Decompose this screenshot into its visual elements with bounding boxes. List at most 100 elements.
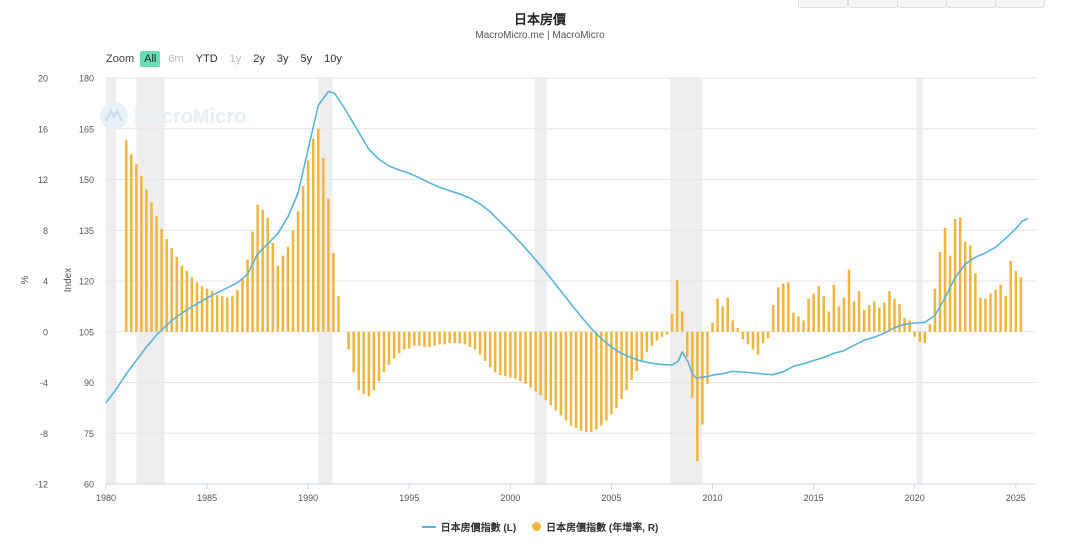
- yoy-bar: [625, 331, 628, 391]
- yoy-bar: [655, 331, 659, 341]
- legend-item-bars[interactable]: 日本房價指數 (年增率, R): [532, 519, 658, 534]
- left-axis-tick-label: -8: [40, 429, 48, 439]
- yoy-bar: [595, 331, 598, 430]
- yoy-bar: [215, 294, 219, 332]
- zoom-ytd-button[interactable]: YTD: [195, 53, 218, 65]
- yoy-bar: [509, 331, 512, 378]
- yoy-bar: [721, 306, 724, 332]
- yoy-bar: [630, 331, 633, 380]
- yoy-bar: [979, 297, 982, 332]
- yoy-bar: [488, 331, 492, 368]
- legend-bar-swatch: [532, 522, 542, 531]
- yoy-bar: [362, 331, 366, 394]
- yoy-bar: [498, 331, 502, 375]
- yoy-bar: [306, 160, 310, 332]
- zoom-all-button[interactable]: All: [140, 51, 161, 67]
- yoy-bar: [584, 331, 588, 432]
- yoy-bar: [311, 138, 315, 332]
- right-axis-tick-label: 120: [79, 277, 94, 287]
- yoy-bar: [686, 331, 689, 358]
- zoom-3y-button[interactable]: 3y: [276, 53, 289, 65]
- yoy-bar: [908, 320, 911, 332]
- yoy-bar: [468, 331, 472, 347]
- legend-line-label: 日本房價指數 (L): [440, 523, 517, 534]
- zoom-6m-button[interactable]: 6m: [168, 53, 184, 65]
- toolbar-button[interactable]: [798, 0, 848, 8]
- yoy-bar: [933, 288, 937, 332]
- watermark: MacroMicro: [100, 102, 246, 130]
- left-axis-tick-label: 12: [38, 175, 48, 185]
- legend-item-line[interactable]: 日本房價指數 (L): [421, 519, 517, 534]
- yoy-bar: [221, 296, 224, 332]
- yoy-bar: [615, 331, 618, 408]
- zoom-2y-button[interactable]: 2y: [253, 53, 265, 65]
- yoy-bar: [529, 331, 532, 388]
- yoy-bar: [989, 293, 992, 332]
- yoy-bar: [382, 331, 386, 373]
- yoy-bar: [691, 331, 694, 398]
- yoy-bar: [574, 331, 578, 429]
- chart-subtitle: MacroMicro.me | MacroMicro: [475, 30, 605, 41]
- x-axis-tick-label: 1980: [96, 493, 116, 503]
- yoy-bar: [124, 140, 128, 332]
- yoy-bar: [883, 302, 886, 332]
- yoy-bar: [458, 331, 462, 344]
- right-axis-tick-label: 165: [79, 124, 94, 134]
- yoy-bar: [140, 175, 143, 332]
- yoy-bar: [635, 331, 638, 372]
- yoy-bar: [418, 331, 421, 346]
- legend-bar-label: 日本房價指數 (年增率, R): [546, 523, 659, 534]
- yoy-bar: [261, 209, 264, 332]
- yoy-bar: [135, 164, 138, 332]
- x-axis-tick-label: 2015: [804, 493, 824, 503]
- yoy-bar: [711, 322, 714, 332]
- yoy-bar: [751, 331, 755, 350]
- yoy-bar: [701, 331, 704, 425]
- left-axis-tick-label: -4: [40, 378, 48, 388]
- yoy-bar: [726, 297, 729, 332]
- index-line: [105, 90, 1029, 404]
- zoom-1y-button[interactable]: 1y: [229, 53, 242, 65]
- zoom-10y-button[interactable]: 10y: [324, 53, 342, 65]
- yoy-bar: [706, 331, 709, 384]
- yoy-bar: [327, 198, 330, 332]
- yoy-bar: [231, 296, 234, 332]
- yoy-bar: [787, 282, 790, 332]
- yoy-bar: [812, 293, 815, 332]
- yoy-bar: [620, 331, 623, 399]
- yoy-bar: [852, 301, 856, 332]
- yoy-bar: [660, 331, 664, 337]
- yoy-bar: [357, 331, 360, 391]
- yoy-bar: [766, 331, 770, 339]
- yoy-bar: [286, 246, 290, 332]
- yoy-bar: [963, 241, 967, 332]
- yoy-bar: [281, 255, 285, 332]
- zoom-label: Zoom: [106, 53, 135, 65]
- yoy-bar: [918, 331, 921, 342]
- yoy-bar: [226, 297, 229, 332]
- yoy-bar: [473, 331, 477, 350]
- yoy-bar: [1019, 277, 1023, 332]
- yoy-bar: [190, 277, 194, 332]
- yoy-bar: [867, 305, 871, 332]
- yoy-bar: [150, 202, 153, 332]
- toolbar-button[interactable]: [995, 0, 1045, 8]
- yoy-bar: [347, 331, 350, 350]
- right-axis-tick-label: 90: [84, 378, 94, 388]
- watermark-text: MacroMicro: [134, 106, 246, 128]
- yoy-bar: [974, 273, 977, 332]
- yoy-bar: [1004, 296, 1007, 332]
- yoy-bar: [387, 331, 391, 365]
- left-axis-tick-label: 4: [43, 277, 48, 287]
- yoy-bar: [873, 301, 876, 332]
- yoy-bar: [544, 331, 547, 401]
- yoy-bar: [195, 282, 199, 332]
- right-axis-tick-label: 135: [79, 226, 94, 236]
- chart-title: 日本房價: [513, 12, 566, 27]
- yoy-bar: [408, 331, 411, 349]
- zoom-5y-button[interactable]: 5y: [300, 53, 313, 65]
- yoy-bar: [913, 331, 916, 337]
- yoy-bar: [175, 256, 179, 332]
- right-axis-tick-label: 105: [79, 327, 94, 337]
- yoy-bar: [943, 227, 947, 332]
